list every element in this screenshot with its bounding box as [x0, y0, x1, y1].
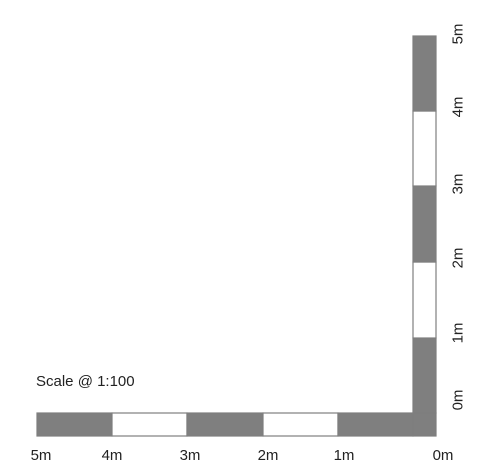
scale-caption: Scale @ 1:100 — [36, 373, 135, 390]
horizontal-segment-3 — [186, 412, 264, 437]
horizontal-segment-5 — [337, 412, 414, 437]
horizontal-label-1m: 1m — [334, 447, 355, 464]
horizontal-label-3m: 3m — [180, 447, 201, 464]
vertical-label-1m: 1m — [450, 323, 467, 344]
vertical-label-2m: 2m — [450, 248, 467, 269]
horizontal-scale-bar — [36, 412, 437, 437]
horizontal-label-4m: 4m — [102, 447, 123, 464]
horizontal-segment-2 — [111, 412, 188, 437]
vertical-scale-labels: 0m 1m 2m 3m 4m 5m — [450, 24, 467, 411]
vertical-segment-1 — [412, 337, 437, 414]
vertical-label-5m: 5m — [450, 24, 467, 45]
vertical-segment-5 — [412, 35, 437, 112]
horizontal-segment-4 — [262, 412, 339, 437]
horizontal-segment-6 — [412, 412, 437, 437]
horizontal-segment-1 — [36, 412, 113, 437]
vertical-segment-4 — [412, 110, 437, 187]
vertical-segment-3 — [412, 185, 437, 263]
horizontal-label-5m: 5m — [31, 447, 52, 464]
horizontal-scale-labels: 5m 4m 3m 2m 1m 0m — [31, 447, 454, 464]
vertical-label-0m: 0m — [450, 390, 467, 411]
vertical-scale-bar — [412, 35, 437, 414]
horizontal-label-2m: 2m — [258, 447, 279, 464]
vertical-label-3m: 3m — [450, 174, 467, 195]
horizontal-label-0m: 0m — [433, 447, 454, 464]
vertical-label-4m: 4m — [450, 97, 467, 118]
vertical-segment-2 — [412, 261, 437, 339]
